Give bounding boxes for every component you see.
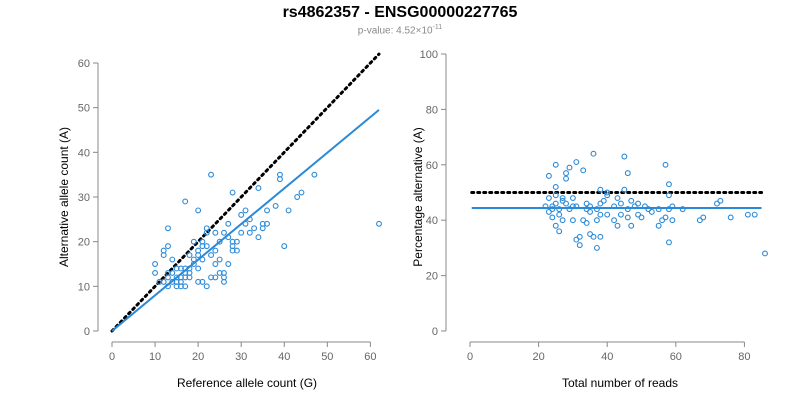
left-data-point xyxy=(195,207,202,214)
left-data-point xyxy=(233,247,240,254)
left-data-point xyxy=(165,225,171,232)
left-data-point xyxy=(195,252,202,259)
left-data-point xyxy=(199,238,206,245)
left-data-point xyxy=(242,220,249,227)
left-x-tick-label: 50 xyxy=(321,351,333,363)
left-data-point xyxy=(311,171,318,178)
p-value-text: p-value: 4.52×10 xyxy=(357,25,433,37)
left-data-point xyxy=(173,265,180,272)
left-data-point xyxy=(216,238,223,245)
left-data-point xyxy=(203,225,210,232)
left-y-tick-label: 30 xyxy=(78,192,90,204)
left-x-tick-label: 40 xyxy=(278,351,290,363)
chart-title: rs4862357 - ENSG00000227765 xyxy=(282,4,518,21)
p-value-exponent: -11 xyxy=(432,24,443,31)
left-x-tick-label: 20 xyxy=(192,351,204,363)
left-y-tick-label: 60 xyxy=(78,58,90,70)
left-data-point xyxy=(182,198,189,205)
left-x-tick-label: 0 xyxy=(109,351,115,363)
left-data-point xyxy=(225,261,232,267)
left-data-point xyxy=(221,229,227,236)
left-data-point xyxy=(190,238,197,245)
left-x-tick-label: 10 xyxy=(149,351,161,363)
left-y-tick-label: 40 xyxy=(78,147,90,159)
left-data-point xyxy=(212,261,219,267)
left-x-tick-label: 30 xyxy=(235,351,247,363)
left-data-point xyxy=(165,243,171,250)
left-data-point xyxy=(238,229,245,236)
left-data-point xyxy=(264,207,270,214)
left-data-point xyxy=(195,278,202,285)
left-data-point xyxy=(152,261,159,267)
left-y-tick-label: 50 xyxy=(78,103,90,115)
left-data-point xyxy=(225,220,232,227)
chart-subtitle: p-value: 4.52×10-11 xyxy=(0,24,800,36)
left-data-point xyxy=(277,171,283,178)
left-data-point xyxy=(177,274,184,281)
left-data-point xyxy=(259,220,266,227)
left-data-point xyxy=(272,202,279,209)
left-data-point xyxy=(212,229,219,236)
left-reference-line xyxy=(110,52,381,333)
left-data-point xyxy=(225,234,232,241)
left-y-tick-label: 0 xyxy=(84,326,90,338)
left-data-point xyxy=(216,256,223,263)
left-fit-line xyxy=(111,109,380,332)
left-y-tick-label: 10 xyxy=(78,281,90,293)
left-data-point xyxy=(376,220,382,227)
left-data-point xyxy=(156,278,163,285)
left-data-point xyxy=(160,252,167,259)
left-data-point xyxy=(165,269,171,276)
left-data-point xyxy=(182,283,189,290)
left-data-point xyxy=(186,269,193,276)
left-data-point xyxy=(281,243,288,250)
left-data-point xyxy=(229,189,236,196)
left-data-point xyxy=(212,247,219,254)
left-x-tick-label: 60 xyxy=(364,351,376,363)
left-data-point xyxy=(186,252,193,259)
left-data-point xyxy=(285,207,292,214)
left-data-point xyxy=(221,274,227,281)
left-data-point xyxy=(208,171,214,178)
left-data-point xyxy=(246,229,253,236)
left-data-point xyxy=(251,225,258,232)
left-data-point xyxy=(169,256,176,263)
left-data-point xyxy=(294,194,301,200)
left-data-point xyxy=(255,234,262,241)
left-y-tick-label: 20 xyxy=(78,237,90,249)
left-data-point xyxy=(246,216,253,223)
left-data-point xyxy=(190,256,197,263)
left-x-axis-label: Reference allele count (G) xyxy=(177,376,317,390)
left-data-point xyxy=(208,252,214,259)
left-data-point xyxy=(152,269,159,276)
left-y-axis-label: Alternative allele count (A) xyxy=(57,127,71,267)
left-data-point xyxy=(298,189,305,196)
left-data-point xyxy=(203,283,210,290)
left-data-point xyxy=(199,256,206,263)
left-data-point xyxy=(229,238,236,245)
left-data-point xyxy=(182,265,189,272)
left-data-point xyxy=(255,185,262,192)
left-data-point xyxy=(165,283,171,290)
left-data-point xyxy=(195,265,202,272)
left-data-point xyxy=(238,211,245,218)
left-data-point xyxy=(212,274,219,281)
left-data-point xyxy=(242,207,249,214)
